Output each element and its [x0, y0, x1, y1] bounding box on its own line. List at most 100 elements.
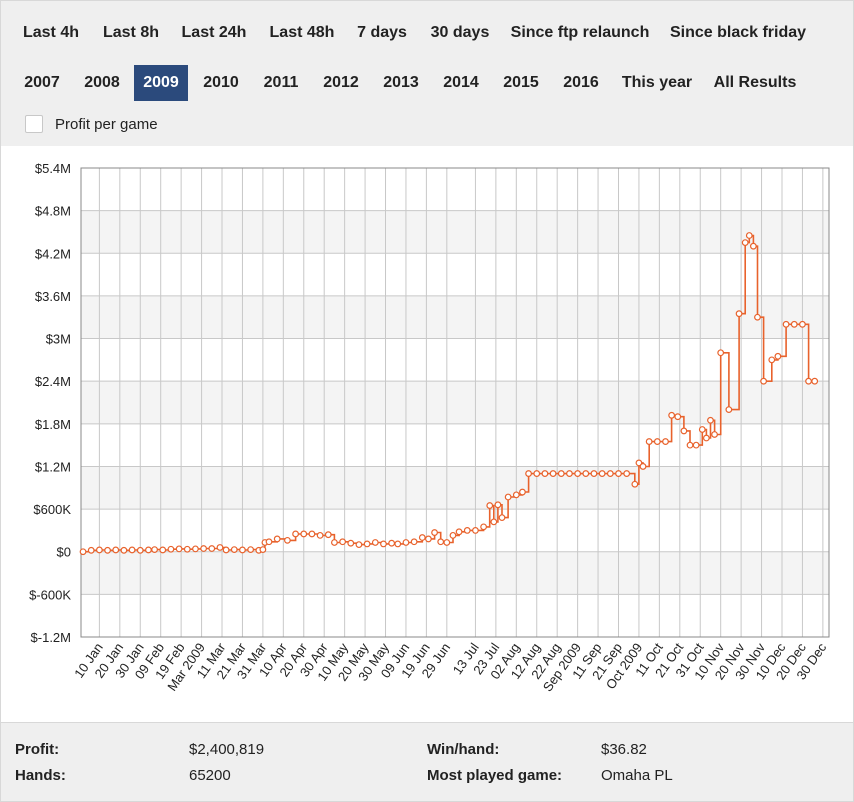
tab-7-days[interactable]: 7 days	[357, 24, 407, 41]
data-point	[631, 480, 639, 488]
plot-band	[81, 210, 829, 254]
data-point	[768, 356, 776, 364]
data-point	[380, 540, 387, 548]
plot-band	[81, 551, 829, 595]
data-point	[749, 242, 757, 250]
data-point	[692, 441, 700, 449]
data-point	[208, 545, 216, 552]
y-tick-label: $-1.2M	[31, 630, 71, 645]
data-point	[745, 232, 753, 239]
data-point	[760, 377, 768, 385]
data-point	[136, 546, 144, 554]
data-point	[533, 470, 541, 477]
tab-2016[interactable]: 2016	[563, 74, 599, 91]
tab-last-24h[interactable]: Last 24h	[181, 24, 247, 41]
tab-last-4h[interactable]: Last 4h	[22, 24, 79, 41]
data-point	[443, 539, 451, 546]
tab-since-ftp-relaunch[interactable]: Since ftp relaunch	[510, 24, 650, 41]
data-point	[811, 377, 819, 385]
data-point	[702, 434, 710, 442]
most-played-game-value: Omaha PL	[601, 767, 673, 784]
stats-panel: Profit: $2,400,819 Win/hand: $36.82 Hand…	[0, 722, 854, 802]
plot-band	[81, 466, 829, 510]
data-point	[639, 463, 647, 470]
tab-all-results[interactable]: All Results	[713, 74, 797, 91]
win-per-hand-value: $36.82	[601, 741, 647, 758]
data-point	[686, 441, 694, 449]
data-point	[292, 530, 299, 538]
plot-band	[81, 295, 829, 339]
data-point	[774, 352, 782, 360]
data-point	[566, 470, 573, 477]
data-point	[273, 535, 281, 543]
y-tick-label: $5.4M	[35, 161, 71, 176]
data-point	[645, 438, 653, 445]
data-point	[159, 546, 167, 554]
data-point	[222, 546, 230, 554]
tab-2015[interactable]: 2015	[503, 74, 539, 91]
data-point	[259, 546, 267, 553]
data-point	[371, 539, 379, 546]
data-point	[463, 527, 471, 534]
data-point	[95, 546, 103, 554]
plot-border	[80, 167, 830, 638]
tab-2012[interactable]: 2012	[323, 74, 359, 91]
data-point	[363, 540, 371, 548]
data-point	[284, 536, 291, 544]
tab-last-8h[interactable]: Last 8h	[102, 24, 159, 41]
hands-value: 65200	[189, 767, 231, 784]
tab-this-year[interactable]: This year	[621, 74, 693, 91]
plot-band	[81, 381, 829, 424]
data-point	[175, 545, 183, 553]
y-tick-label: $3M	[46, 332, 71, 347]
data-point	[490, 518, 498, 526]
tab-30-days[interactable]: 30 days	[430, 24, 490, 41]
tab-2011[interactable]: 2011	[263, 74, 299, 91]
y-tick-label: $2.4M	[35, 374, 71, 389]
data-point	[735, 310, 743, 318]
tab-since-black-friday[interactable]: Since black friday	[669, 24, 807, 41]
data-point	[183, 545, 191, 553]
data-point	[512, 491, 520, 499]
data-point	[525, 470, 532, 477]
data-point	[200, 545, 208, 552]
tab-last-48h[interactable]: Last 48h	[269, 24, 335, 41]
data-point	[410, 538, 418, 546]
y-tick-label: $1.2M	[35, 459, 71, 474]
data-point	[615, 470, 622, 477]
data-point	[112, 546, 120, 554]
data-point	[519, 488, 526, 496]
most-played-game-label: Most played game:	[427, 767, 563, 784]
data-point	[805, 377, 812, 385]
data-point	[388, 539, 396, 547]
y-tick-label: $4.2M	[35, 246, 71, 261]
y-tick-label: $4.8M	[35, 204, 71, 219]
profit-label: Profit:	[15, 741, 60, 758]
data-point	[425, 535, 432, 543]
data-point	[782, 320, 790, 328]
win-per-hand-label: Win/hand:	[427, 741, 500, 758]
y-tick-label: $3.6M	[35, 289, 71, 304]
data-point	[486, 502, 494, 509]
data-point	[247, 546, 255, 553]
data-point	[394, 540, 402, 548]
data-point	[717, 349, 725, 357]
tab-2007[interactable]: 2007	[24, 74, 60, 91]
data-point	[711, 431, 718, 438]
data-point	[494, 501, 502, 509]
tab-2013[interactable]: 2013	[383, 74, 419, 91]
data-point	[790, 320, 798, 328]
tab-2009[interactable]: 2009	[134, 65, 188, 101]
profit-per-game-checkbox[interactable]	[25, 115, 43, 133]
data-point	[799, 320, 806, 328]
tab-2010[interactable]: 2010	[203, 74, 239, 91]
data-point	[653, 438, 661, 445]
data-point	[582, 470, 590, 477]
y-tick-label: $600K	[33, 502, 71, 517]
data-point	[151, 546, 158, 553]
data-point	[598, 470, 606, 477]
data-point	[128, 546, 136, 554]
chart-container: $-1.2M $-600K $0 $600K $1.2M $1.8M $2.4M $3M $3.…	[0, 146, 854, 722]
tab-2014[interactable]: 2014	[443, 74, 479, 91]
tab-2008[interactable]: 2008	[84, 74, 120, 91]
